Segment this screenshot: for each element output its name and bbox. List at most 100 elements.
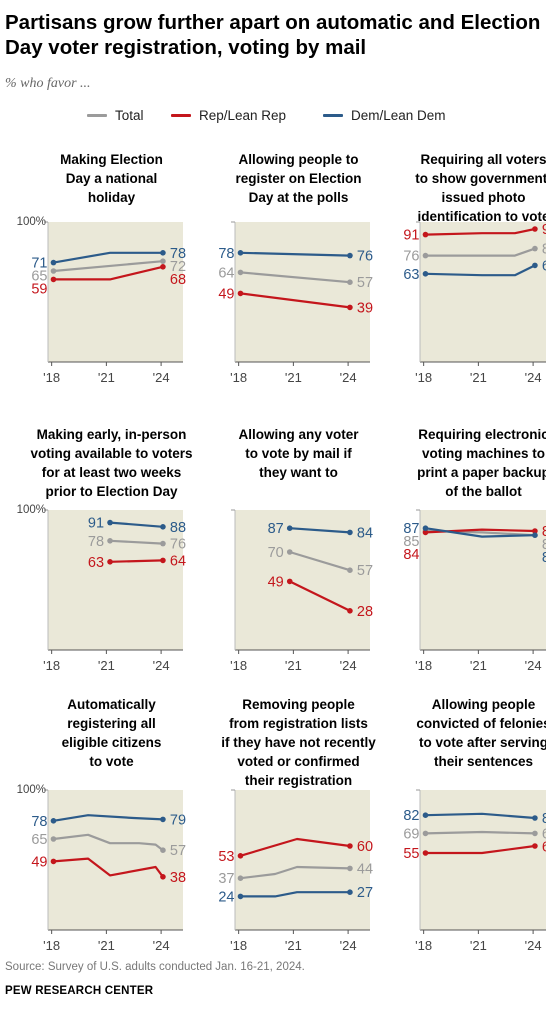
series-point-rep: [532, 843, 538, 849]
data-label-end-dem: 88: [170, 520, 186, 536]
legend-label-rep: Rep/Lean Rep: [199, 108, 287, 123]
data-label-end-dem: 27: [357, 885, 373, 901]
data-label-start-dem: 24: [218, 889, 234, 905]
panel-title-line: register on Election: [235, 171, 361, 186]
series-point-dem: [50, 818, 57, 824]
series-point-dem: [422, 271, 429, 277]
series-point-rep: [237, 853, 244, 859]
data-label-end-total: 57: [170, 843, 186, 859]
series-point-total: [347, 567, 353, 573]
series-point-dem: [347, 252, 353, 259]
x-tick-label: '24: [340, 658, 357, 673]
x-tick-label: '24: [153, 370, 170, 385]
legend-swatch-dem: [323, 114, 343, 117]
data-label-start-rep: 49: [268, 574, 284, 590]
data-label-end-total: 44: [357, 861, 373, 877]
series-point-dem: [347, 889, 353, 895]
data-label-end-rep: 64: [170, 553, 186, 569]
panel-1: Making Election Day a national holiday 100%…: [17, 152, 186, 385]
series-line-rep: [239, 292, 351, 309]
panel-7: Automatically registering all eligible cit…: [17, 697, 186, 953]
x-tick-label: '24: [525, 938, 542, 953]
source-note: Source: Survey of U.S. adults conducted …: [5, 961, 305, 973]
legend-swatch-rep: [171, 114, 191, 117]
series-point-dem: [237, 250, 244, 256]
data-label-end-total: 82: [542, 537, 546, 553]
panel-title-line: Allowing any voter: [238, 427, 359, 442]
panel-title-line: print a paper backup: [417, 465, 546, 480]
data-label-end-total: 69: [542, 826, 546, 842]
series-point-total: [422, 252, 429, 259]
data-label-end-total: 81: [542, 242, 546, 258]
plot-area: [48, 510, 183, 650]
x-tick-label: '18: [230, 658, 247, 673]
panel-title-line: registering all: [67, 716, 156, 731]
data-label-end-dem: 82: [542, 550, 546, 566]
series-line-rep: [52, 265, 164, 281]
series-line-rep: [52, 857, 164, 878]
series-point-total: [532, 245, 538, 252]
x-tick-label: '24: [153, 658, 170, 673]
data-label-end-rep: 28: [357, 604, 373, 620]
data-label-end-dem: 79: [170, 812, 186, 828]
series-point-rep: [160, 264, 166, 270]
series-line-total: [239, 865, 351, 880]
data-label-start-dem: 71: [31, 256, 47, 272]
panel-title-line: eligible citizens: [62, 735, 162, 750]
panel-title-line: prior to Election Day: [45, 484, 178, 499]
series-point-rep: [347, 843, 353, 849]
legend-item-dem: Dem/Lean Dem: [323, 108, 446, 123]
data-label-start-dem: 87: [268, 521, 284, 537]
series-line-total: [108, 539, 164, 545]
series-line-rep: [424, 227, 536, 236]
panel-title-line: of the ballot: [445, 484, 522, 499]
data-label-start-rep: 59: [31, 282, 47, 298]
series-point-total: [160, 847, 166, 853]
data-label-start-total: 69: [403, 826, 419, 842]
data-label-end-rep: 95: [542, 222, 546, 238]
series-point-total: [237, 875, 244, 881]
data-label-start-total: 37: [218, 871, 234, 887]
x-tick-label: '21: [470, 658, 487, 673]
series-point-dem: [160, 524, 166, 530]
data-label-end-total: 57: [357, 275, 373, 291]
series-point-dem: [532, 815, 538, 821]
x-tick-label: '18: [415, 658, 432, 673]
plot-area: [420, 222, 546, 362]
series-line-rep: [239, 837, 351, 857]
y-tick-label: 100%: [17, 216, 46, 228]
data-label-start-dem: 87: [403, 521, 419, 537]
chart-title: Partisans grow further apart on automati…: [5, 11, 541, 59]
y-tick-label: 100%: [17, 784, 46, 796]
series-point-total: [50, 836, 57, 842]
x-tick-label: '21: [98, 658, 115, 673]
series-point-rep: [160, 557, 166, 564]
panel-title-line: identification to vote: [417, 209, 546, 224]
panel-title-line: Making early, in-person: [37, 427, 187, 442]
x-tick-label: '21: [285, 370, 302, 385]
panel-4: Making early, in-person voting available …: [17, 427, 193, 673]
data-label-start-rep: 55: [403, 846, 419, 862]
panel-title-line: holiday: [88, 190, 136, 205]
data-label-start-rep: 49: [218, 286, 234, 302]
panel-title-line: Automatically: [67, 697, 156, 712]
panel-title-line: Requiring electronic: [418, 427, 546, 442]
series-point-total: [286, 549, 293, 555]
series-line-dem: [288, 527, 351, 534]
series-point-total: [237, 269, 244, 276]
panel-3: Requiring all voters to show government-i…: [403, 152, 546, 385]
plot-area: [235, 790, 370, 930]
x-tick-label: '21: [98, 938, 115, 953]
series-point-rep: [286, 578, 293, 585]
series-point-total: [422, 830, 429, 837]
panel-5: Allowing any voter to vote by mail if they…: [230, 427, 373, 673]
series-point-dem: [422, 812, 429, 818]
brand-logo-text: PEW RESEARCH CENTER: [5, 985, 154, 997]
x-tick-label: '24: [340, 370, 357, 385]
x-tick-label: '18: [415, 938, 432, 953]
panel-title-line: from registration lists: [229, 716, 368, 731]
series-line-dem: [108, 521, 164, 528]
panel-title-line: they want to: [259, 465, 338, 480]
data-label-start-total: 64: [218, 265, 234, 281]
series-line-total: [424, 247, 536, 257]
